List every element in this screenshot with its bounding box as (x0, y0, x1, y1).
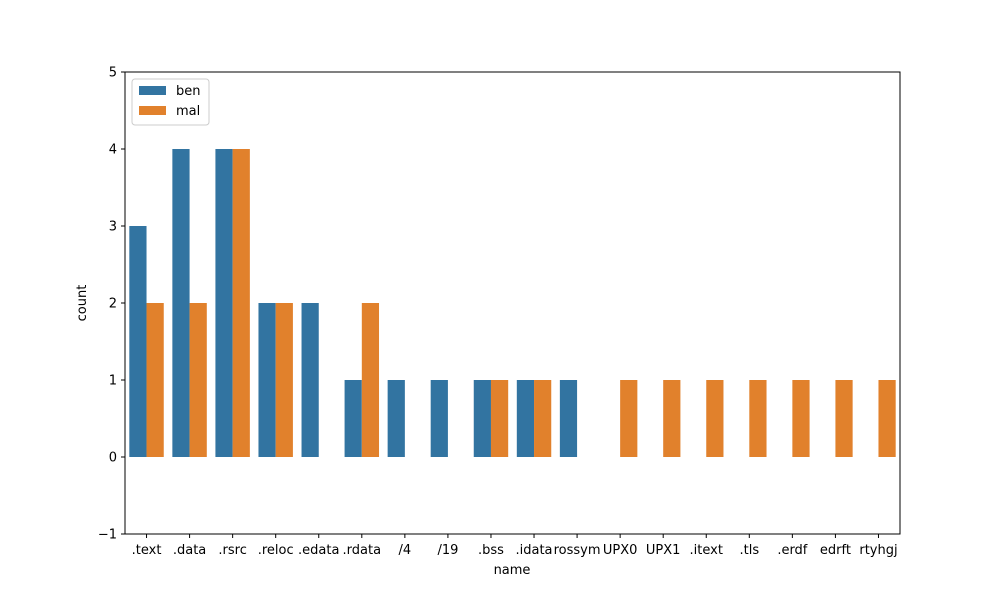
x-tick-label: .edata (298, 543, 339, 558)
x-tick-label: /19 (437, 543, 458, 558)
bar-mal-.erdf (792, 380, 810, 457)
bar-ben-.reloc (258, 303, 276, 457)
bar-mal-.reloc (275, 303, 293, 457)
bar-ben-.edata (301, 303, 319, 457)
bar-mal-.text (146, 303, 164, 457)
x-tick-label: .text (132, 543, 162, 558)
y-tick-label: 3 (109, 220, 117, 235)
x-tick-label: .itext (690, 543, 723, 558)
legend: ben mal (131, 78, 210, 126)
bar-mal-edrft (835, 380, 853, 457)
x-tick-label: .erdf (777, 543, 807, 558)
bar-mal-.data (189, 303, 207, 457)
x-tick-label: .tls (739, 543, 759, 558)
x-tick-label: .idata (516, 543, 553, 558)
bar-mal-UPX1 (663, 380, 681, 457)
bar-mal-.rdata (361, 303, 380, 457)
x-tick-label: /4 (399, 543, 412, 558)
y-axis-ticks: −1 0 1 2 3 4 5 (98, 66, 125, 543)
bar-mal-rtyhgj (878, 380, 896, 457)
bar-ben-rossym (559, 380, 578, 457)
bar-ben-.bss (473, 380, 491, 457)
y-tick-label: 0 (109, 451, 117, 466)
bar-ben-.text (129, 226, 147, 457)
bar-ben-/19 (430, 380, 448, 457)
bar-ben-.data (172, 149, 190, 457)
legend-label-ben: ben (176, 84, 201, 99)
x-axis-ticks: .text .data .rsrc .reloc .edata .rdata/4/19 .b… (132, 534, 898, 558)
bar-ben-.idata (516, 380, 535, 457)
bar-ben-.rdata (344, 380, 362, 457)
x-tick-label: .rsrc (218, 543, 246, 558)
legend-swatch-ben (139, 86, 166, 95)
y-tick-label: 1 (109, 374, 117, 389)
x-tick-label: rtyhgj (859, 543, 897, 558)
y-tick-label: 5 (109, 66, 117, 81)
bar-mal-UPX0 (620, 380, 638, 457)
y-axis-label: count (75, 285, 90, 322)
bar-ben-.rsrc (215, 149, 233, 457)
bar-mal-.idata (534, 380, 552, 457)
legend-swatch-mal (139, 106, 166, 115)
legend-label-mal: mal (176, 104, 200, 119)
y-tick-label: 2 (109, 297, 117, 312)
x-axis-label: name (494, 563, 531, 578)
x-tick-label: rossym (554, 543, 601, 558)
x-tick-label: UPX0 (603, 543, 638, 558)
x-tick-label: .rdata (343, 543, 382, 558)
x-tick-label: .bss (478, 543, 504, 558)
y-tick-label: 4 (109, 143, 117, 158)
bar-mal-.tls (749, 380, 767, 457)
x-tick-label: .data (173, 543, 206, 558)
x-tick-label: edrft (820, 543, 851, 558)
bar-mal-.itext (706, 380, 724, 457)
bar-ben-/4 (387, 380, 405, 457)
y-tick-label: −1 (98, 528, 117, 543)
x-tick-label: .reloc (258, 543, 294, 558)
x-tick-label: UPX1 (646, 543, 681, 558)
bar-mal-.bss (490, 380, 509, 457)
bars-layer (129, 149, 896, 457)
bar-mal-.rsrc (232, 149, 250, 457)
